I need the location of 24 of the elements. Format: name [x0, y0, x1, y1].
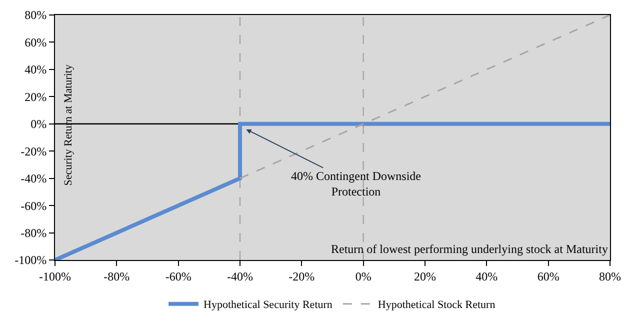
y-tick-label: -80% [20, 226, 47, 240]
y-tick-label: 0% [30, 117, 47, 132]
x-axis-title: Return of lowest performing underlying stock at Maturity [331, 242, 608, 256]
x-tick-label: 0% [355, 269, 372, 284]
x-tick-label: -80% [104, 269, 130, 284]
annotation: 40% Contingent Downside Protection [291, 169, 421, 199]
x-tick-label: 40% [476, 269, 498, 284]
y-tick-label: 80% [24, 8, 47, 22]
y-tick-label: -40% [20, 172, 47, 186]
x-tick-label: 60% [537, 269, 560, 284]
x-tick-label: -100% [39, 269, 71, 284]
legend-label: Hypothetical Security Return [204, 299, 333, 312]
y-tick-label: -60% [20, 198, 47, 213]
legend-label: Hypothetical Stock Return [378, 299, 496, 312]
x-tick-label: 80% [599, 269, 621, 284]
y-tick-label: 40% [24, 62, 47, 77]
y-tick-label: -100% [14, 253, 47, 268]
y-tick-label: -20% [20, 144, 47, 158]
y-tick-label: 20% [24, 90, 47, 104]
x-tick-label: -40% [227, 269, 253, 284]
x-tick-label: -60% [165, 269, 192, 284]
y-tick-label: 60% [24, 35, 47, 50]
x-tick-label: -20% [288, 269, 315, 284]
x-tick-label: 20% [414, 269, 436, 284]
